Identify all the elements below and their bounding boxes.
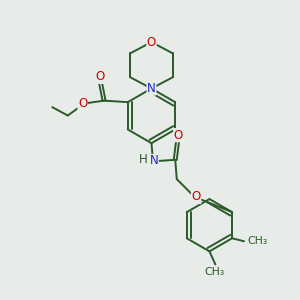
Text: CH₃: CH₃ — [248, 236, 268, 246]
Text: O: O — [78, 97, 87, 110]
Text: O: O — [96, 70, 105, 83]
Text: CH₃: CH₃ — [205, 267, 225, 277]
Text: H: H — [139, 153, 148, 166]
Text: N: N — [147, 82, 156, 95]
Text: O: O — [191, 190, 201, 203]
Text: O: O — [147, 36, 156, 49]
Text: N: N — [149, 154, 158, 167]
Text: O: O — [174, 129, 183, 142]
